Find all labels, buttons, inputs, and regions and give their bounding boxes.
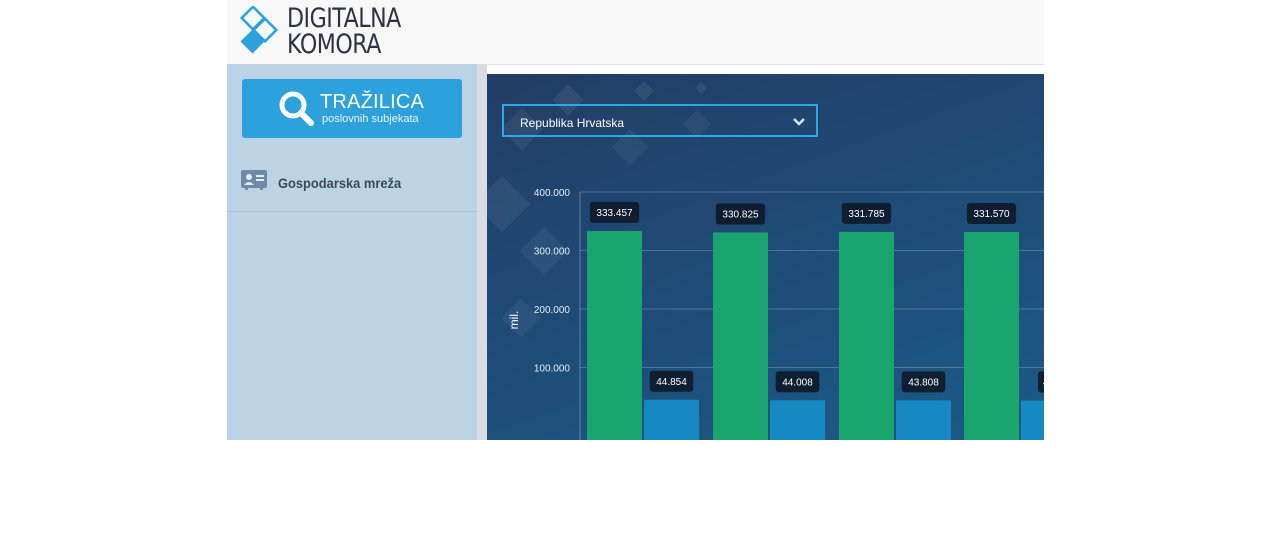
logo-line-2: KOMORA — [287, 29, 381, 60]
data-label: 43.808 — [908, 377, 939, 388]
logo-line-1: DIGITALNA — [287, 3, 401, 34]
search-button[interactable]: TRAŽILICA poslovnih subjekata — [242, 79, 462, 138]
data-label-box — [589, 201, 640, 223]
logo-diamonds-icon — [239, 6, 279, 54]
y-tick-label: 200.000 — [534, 305, 571, 316]
sidebar-item-gospodarska-mreza[interactable]: Gospodarska mreža — [227, 156, 477, 212]
data-label-box — [901, 371, 946, 393]
bar — [770, 400, 825, 440]
search-button-title: TRAŽILICA — [320, 91, 425, 113]
data-label-box — [649, 370, 694, 392]
bar — [644, 399, 699, 440]
region-select[interactable]: Republika Hrvatska — [502, 104, 818, 137]
data-label: 44.854 — [656, 377, 687, 388]
id-card-icon — [241, 170, 267, 190]
bar — [964, 232, 1019, 440]
data-label: 331.570 — [973, 209, 1010, 220]
data-label-box — [841, 202, 892, 224]
bar — [1021, 400, 1044, 440]
data-label: 43 — [1043, 378, 1044, 389]
y-tick-label: 100.000 — [534, 364, 571, 375]
y-tick-label: 300.000 — [534, 247, 571, 258]
header: DIGITALNA KOMORA — [227, 0, 1044, 65]
bar — [896, 400, 951, 440]
logo[interactable]: DIGITALNA KOMORA — [239, 3, 419, 60]
search-icon — [279, 91, 314, 126]
chevron-down-icon — [793, 118, 805, 126]
app-frame: DIGITALNA KOMORA TRAŽILICA poslovnih sub… — [227, 0, 1044, 440]
data-label: 331.785 — [848, 209, 885, 220]
bar — [839, 231, 894, 440]
content-gutter — [477, 64, 487, 440]
sidebar: TRAŽILICA poslovnih subjekata Gospodarsk… — [227, 64, 477, 440]
region-select-value: Republika Hrvatska — [520, 116, 625, 130]
bar — [713, 232, 768, 440]
data-label: 44.008 — [782, 377, 813, 388]
data-label-box — [715, 203, 766, 225]
logo-text: DIGITALNA KOMORA — [287, 3, 401, 60]
y-axis-label: mil. — [507, 311, 521, 330]
data-label-box — [775, 371, 820, 393]
bar — [587, 230, 642, 440]
sidebar-item-label: Gospodarska mreža — [278, 175, 402, 191]
y-tick-label: 400.000 — [534, 188, 571, 199]
bar-chart: 100.000 200.000 300.000 400.000 mil. 333.457 3… — [507, 188, 1044, 440]
background-decoration — [487, 81, 712, 338]
main-panel: Republika Hrvatska 100.000 200.000 300.000… — [487, 74, 1044, 440]
data-label-box — [966, 203, 1017, 225]
data-label: 330.825 — [722, 209, 759, 220]
search-button-subtitle: poslovnih subjekata — [322, 113, 419, 125]
data-label-box — [1037, 371, 1044, 393]
data-label: 333.457 — [596, 208, 633, 219]
